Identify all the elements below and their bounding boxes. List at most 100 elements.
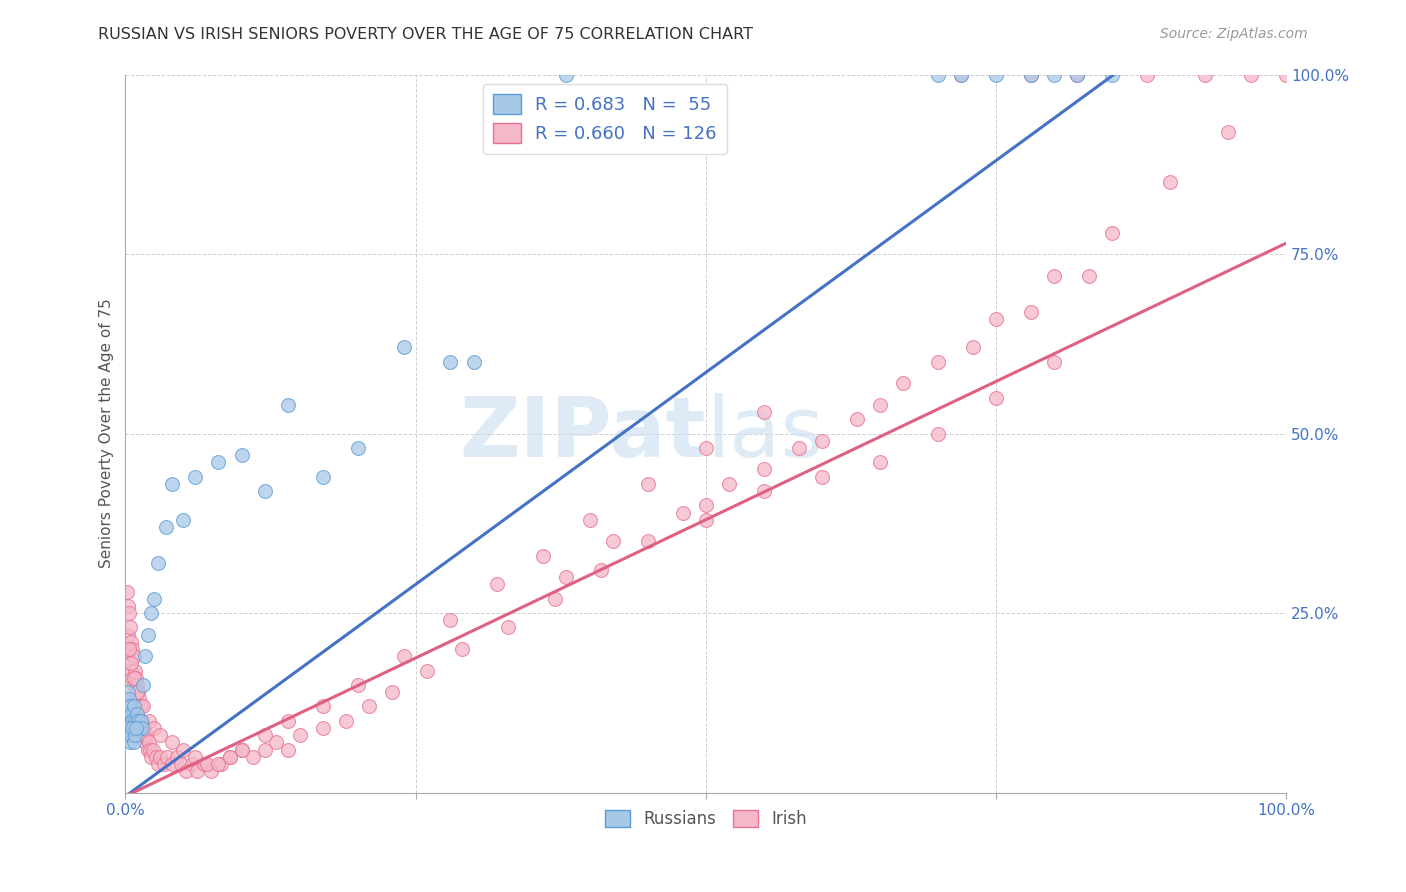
Point <box>195 756 218 771</box>
Point <box>135 728 157 742</box>
Point <box>927 426 949 441</box>
Point <box>1043 68 1066 82</box>
Point <box>139 742 162 756</box>
Point <box>134 735 156 749</box>
Point <box>1043 268 1066 283</box>
Point <box>312 469 335 483</box>
Point <box>950 68 973 82</box>
Point <box>122 671 145 685</box>
Point <box>118 692 141 706</box>
Point <box>129 699 152 714</box>
Point <box>136 628 159 642</box>
Point <box>132 721 155 735</box>
Point <box>193 756 215 771</box>
Point <box>155 520 177 534</box>
Point <box>120 706 142 721</box>
Point <box>127 714 149 728</box>
Point <box>170 756 193 771</box>
Point <box>131 714 153 728</box>
Point <box>142 742 165 756</box>
Point <box>231 448 253 462</box>
Point <box>120 714 142 728</box>
Point <box>984 68 1007 82</box>
Point <box>184 749 207 764</box>
Point <box>1275 68 1298 82</box>
Point <box>121 671 143 685</box>
Point <box>637 534 659 549</box>
Point <box>118 706 141 721</box>
Point <box>1066 68 1088 82</box>
Point <box>312 721 335 735</box>
Point <box>117 628 139 642</box>
Point <box>439 355 461 369</box>
Point <box>166 749 188 764</box>
Point <box>1043 355 1066 369</box>
Point <box>125 706 148 721</box>
Point <box>149 749 172 764</box>
Point <box>115 728 138 742</box>
Point <box>695 513 717 527</box>
Point <box>173 513 195 527</box>
Point <box>120 620 142 634</box>
Point <box>637 476 659 491</box>
Point <box>143 591 166 606</box>
Point <box>120 728 142 742</box>
Point <box>1216 125 1239 139</box>
Point <box>173 742 195 756</box>
Point <box>132 678 155 692</box>
Point <box>498 620 520 634</box>
Point <box>416 664 439 678</box>
Point <box>962 340 984 354</box>
Point <box>359 699 381 714</box>
Point <box>138 735 160 749</box>
Point <box>129 714 152 728</box>
Point <box>485 577 508 591</box>
Point <box>266 735 288 749</box>
Point <box>145 749 167 764</box>
Point <box>139 606 162 620</box>
Point <box>1019 68 1042 82</box>
Point <box>984 391 1007 405</box>
Point <box>242 749 264 764</box>
Text: ZIPat: ZIPat <box>460 393 706 474</box>
Point <box>156 749 179 764</box>
Point <box>121 714 143 728</box>
Point <box>671 506 693 520</box>
Point <box>117 721 139 735</box>
Legend: Russians, Irish: Russians, Irish <box>598 803 813 835</box>
Point <box>950 68 973 82</box>
Point <box>335 714 357 728</box>
Text: Source: ZipAtlas.com: Source: ZipAtlas.com <box>1160 27 1308 41</box>
Point <box>125 699 148 714</box>
Point <box>122 735 145 749</box>
Point <box>120 635 142 649</box>
Point <box>131 721 153 735</box>
Point <box>120 657 142 671</box>
Point <box>346 441 368 455</box>
Point <box>134 649 156 664</box>
Point <box>120 664 142 678</box>
Point <box>1159 175 1181 189</box>
Point <box>122 721 145 735</box>
Point <box>146 556 169 570</box>
Point <box>578 513 600 527</box>
Point <box>117 685 139 699</box>
Point <box>136 742 159 756</box>
Point <box>1240 68 1263 82</box>
Point <box>143 721 166 735</box>
Point <box>152 756 174 771</box>
Point <box>132 699 155 714</box>
Point <box>184 469 207 483</box>
Point <box>927 68 949 82</box>
Point <box>139 749 162 764</box>
Point <box>125 721 148 735</box>
Point <box>118 606 141 620</box>
Point <box>149 728 172 742</box>
Point <box>1019 68 1042 82</box>
Point <box>787 441 810 455</box>
Point <box>346 678 368 692</box>
Point <box>125 721 148 735</box>
Point <box>695 441 717 455</box>
Point <box>125 685 148 699</box>
Point <box>124 714 146 728</box>
